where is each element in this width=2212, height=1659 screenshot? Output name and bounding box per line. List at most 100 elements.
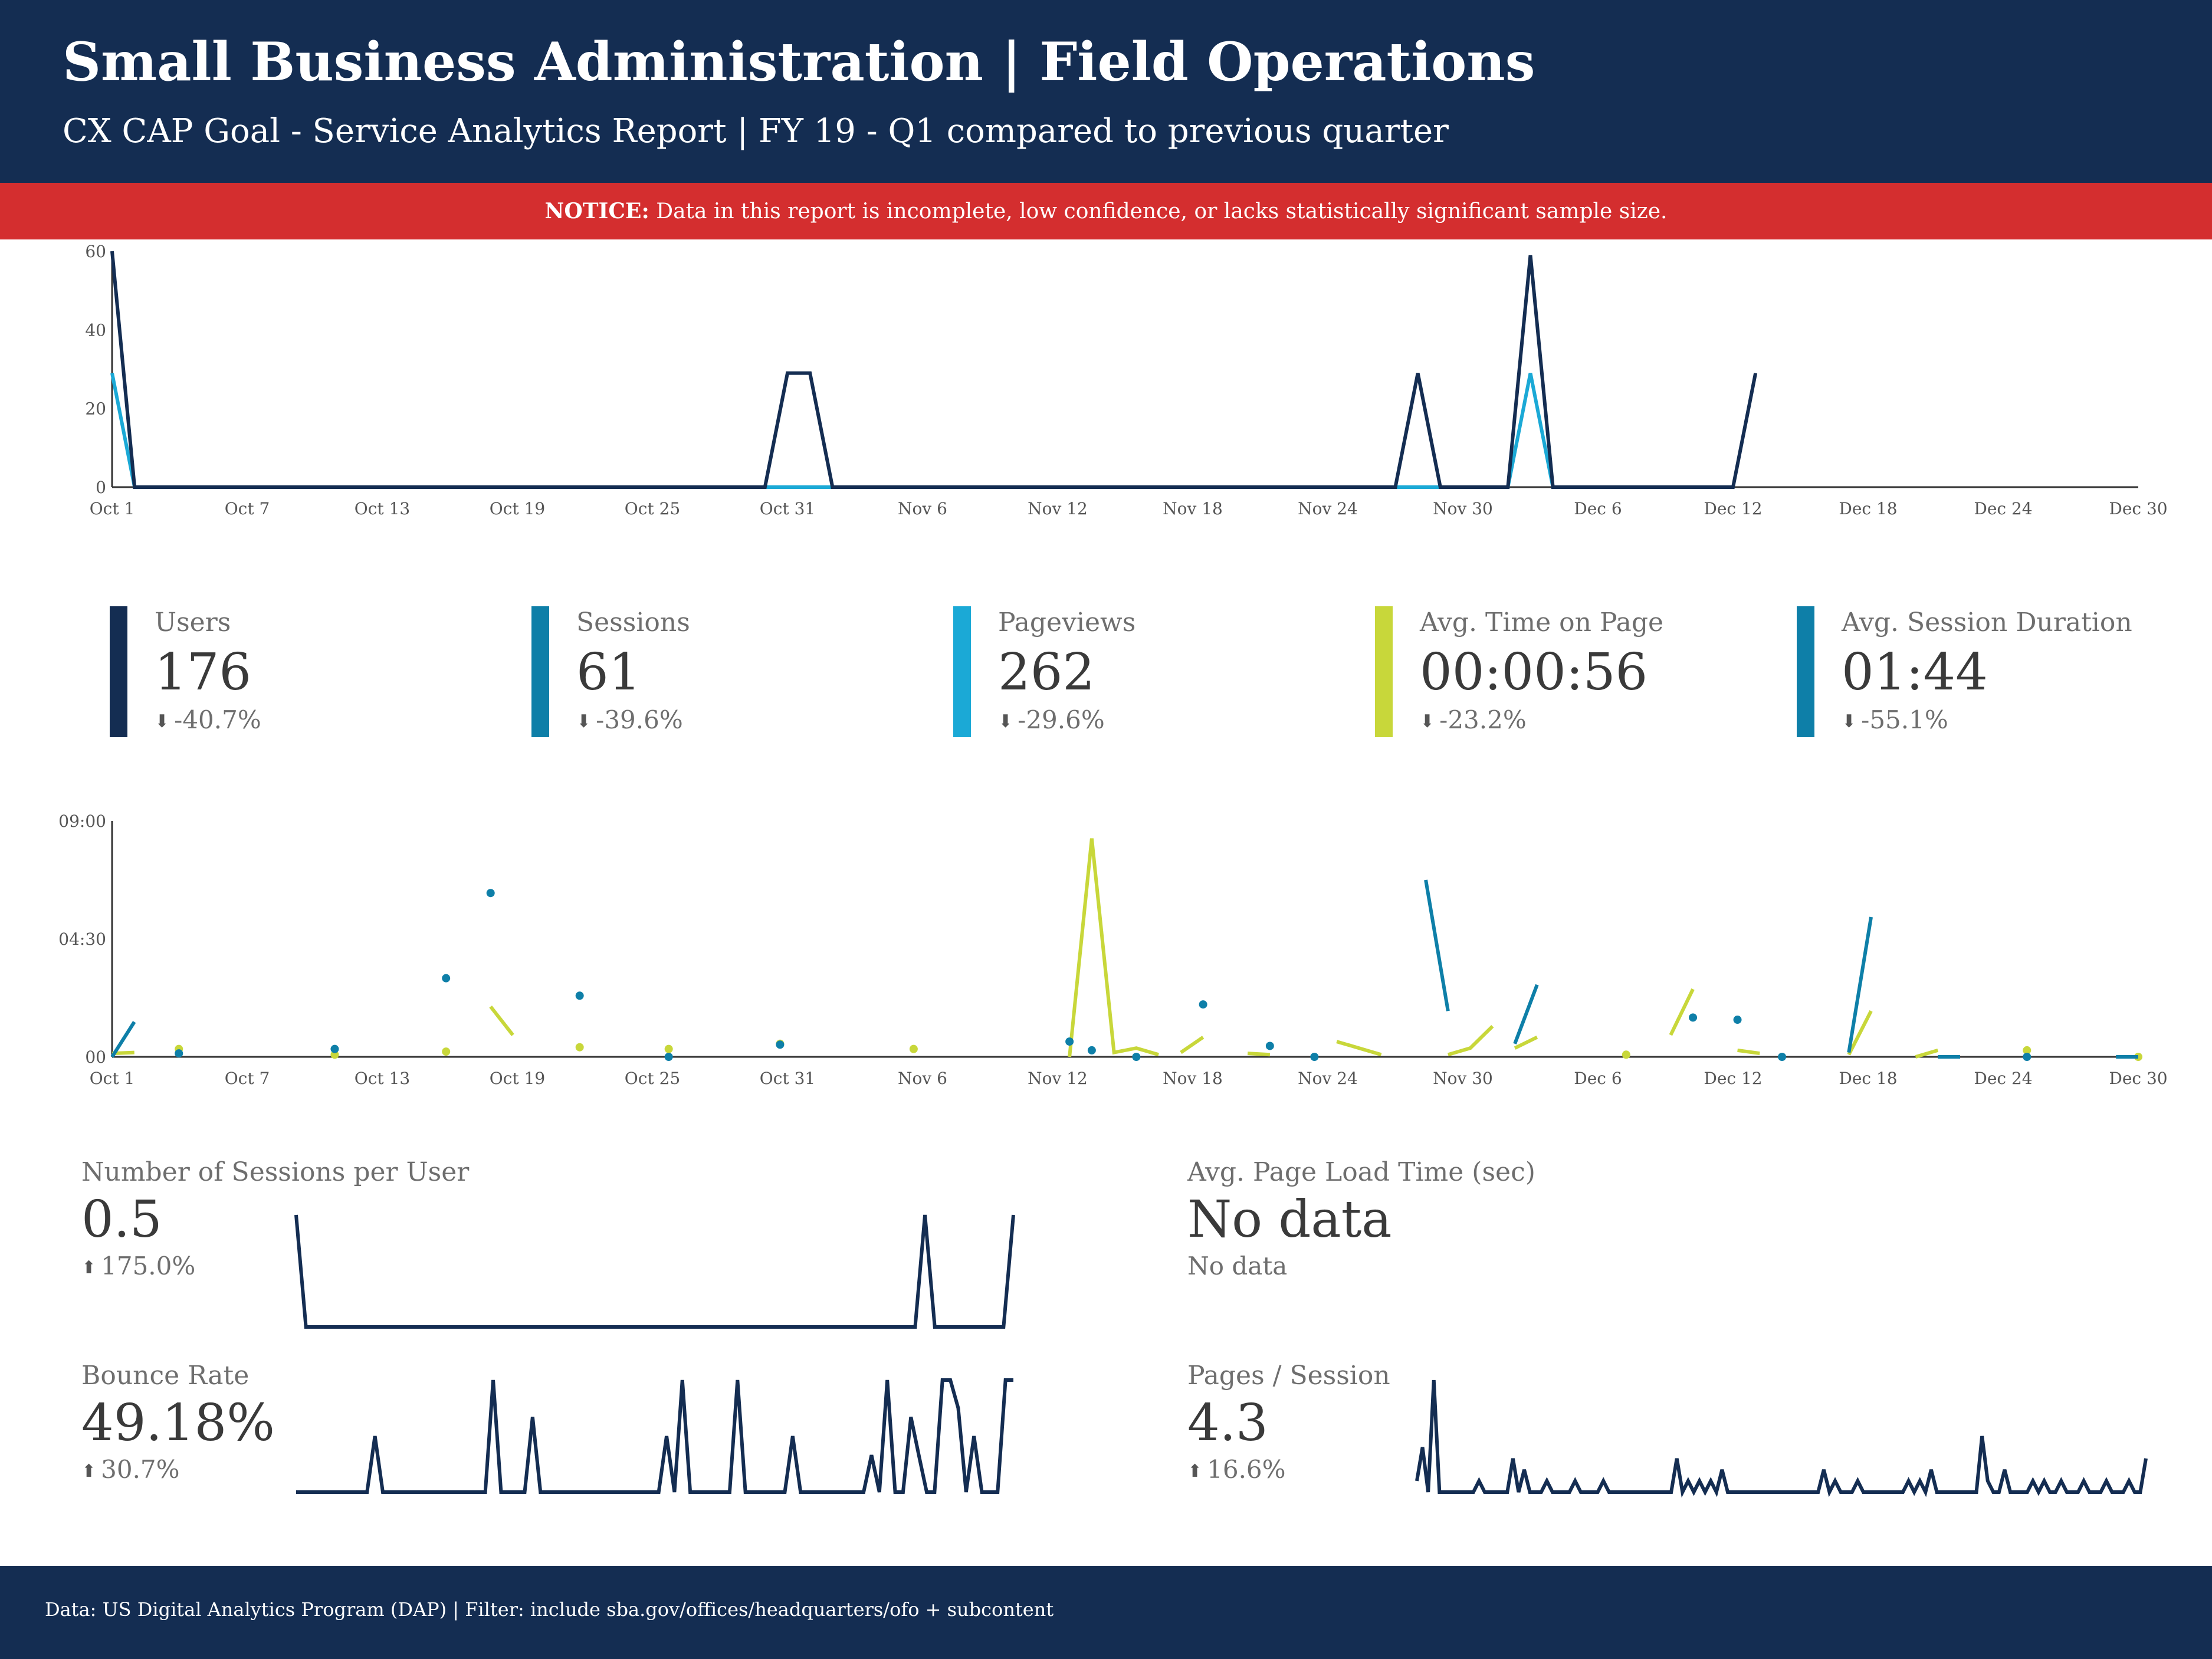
notice-banner: NOTICE: Data in this report is incomplet…	[0, 183, 2212, 239]
kpi-change-value: -55.1%	[1861, 705, 1948, 734]
arrow-down-icon: ⬇	[998, 711, 1013, 732]
x-tick-label: Dec 18	[1839, 499, 1897, 518]
series-segment-avg_session_duration	[1847, 916, 1873, 1053]
kpi-change: ⬇ -55.1%	[1842, 705, 1948, 734]
series-segment-avg_time_on_page	[489, 1005, 514, 1036]
kpi-change-value: -29.6%	[1018, 705, 1105, 734]
x-tick-label: Oct 19	[490, 499, 545, 518]
arrow-down-icon: ⬇	[155, 711, 170, 732]
sparkline-line	[296, 1378, 1013, 1494]
y-tick-label: 09:00	[58, 812, 106, 831]
metric-change-value: 16.6%	[1207, 1455, 1286, 1484]
arrow-up-icon: ⬆	[81, 1257, 97, 1278]
report-header: Small Business Administration | Field Op…	[0, 0, 2212, 183]
kpi-change: ⬇ -39.6%	[576, 705, 683, 734]
x-tick-label: Oct 7	[225, 1069, 270, 1088]
x-tick-label: Dec 30	[2109, 1069, 2167, 1088]
x-tick-label: Nov 24	[1298, 1069, 1358, 1088]
x-tick-label: Oct 13	[355, 499, 410, 518]
series-segment-avg_time_on_page	[1669, 988, 1695, 1036]
data-point-avg_session_duration	[1310, 1053, 1319, 1061]
kpi-color-bar	[953, 606, 971, 737]
x-tick-label: Nov 12	[1028, 1069, 1088, 1088]
metric-change: ⬆ 16.6%	[1187, 1455, 1286, 1484]
report-subtitle: CX CAP Goal - Service Analytics Report |…	[63, 112, 1449, 150]
kpi-value: 00:00:56	[1420, 643, 1648, 702]
data-point-avg_session_duration	[1199, 1000, 1207, 1009]
series-line-users	[110, 251, 1758, 489]
x-tick-label: Nov 18	[1163, 1069, 1223, 1088]
metric-sessions-per-user: Number of Sessions per User 0.5 ⬆ 175.0%	[81, 1157, 469, 1293]
kpi-label: Avg. Session Duration	[1842, 607, 2132, 638]
x-tick-label: Dec 24	[1974, 1069, 2032, 1088]
metric-bounce-rate: Bounce Rate 49.18% ⬆ 30.7%	[81, 1361, 317, 1496]
x-tick-label: Dec 24	[1974, 499, 2032, 518]
kpi-change-value: -40.7%	[174, 705, 261, 734]
x-tick-label: Oct 1	[90, 1069, 135, 1088]
kpi-color-bar	[1375, 606, 1393, 737]
kpi-label: Users	[155, 607, 231, 638]
data-point-avg_session_duration	[575, 991, 584, 1000]
metric-value: 0.5	[81, 1190, 162, 1249]
x-tick-label: Nov 24	[1298, 499, 1358, 518]
series-segment-avg_time_on_page	[1447, 1025, 1494, 1057]
x-tick-label: Oct 13	[355, 1069, 410, 1088]
x-tick-label: Nov 6	[898, 1069, 947, 1088]
x-tick-label: Oct 31	[760, 1069, 815, 1088]
y-tick-label: 00	[85, 1047, 106, 1067]
data-point-avg_session_duration	[330, 1044, 339, 1053]
data-point-avg_time_on_page	[442, 1047, 451, 1056]
data-point-avg_session_duration	[1132, 1053, 1141, 1061]
bounce-rate-sparkline	[296, 1378, 1013, 1494]
y-tick-label: 40	[85, 320, 106, 340]
kpi-color-bar	[1797, 606, 1814, 737]
kpi-label: Pageviews	[998, 607, 1136, 638]
data-point-avg_session_duration	[664, 1053, 673, 1061]
notice-text: Data in this report is incomplete, low c…	[649, 199, 1668, 224]
data-point-avg_session_duration	[1087, 1046, 1096, 1054]
data-point-avg_session_duration	[1689, 1013, 1698, 1022]
data-point-avg_session_duration	[776, 1040, 785, 1049]
series-line-sessions	[110, 373, 1733, 489]
series-segment-avg_time_on_page	[1915, 1049, 1939, 1059]
x-tick-label: Dec 12	[1704, 499, 1762, 518]
metric-change: No data	[1187, 1251, 1288, 1280]
kpi-change-value: -39.6%	[596, 705, 683, 734]
arrow-down-icon: ⬇	[1842, 711, 1857, 732]
data-point-avg_session_duration	[442, 974, 451, 983]
sparkline-line	[1415, 1379, 2148, 1498]
data-point-avg_session_duration	[486, 889, 495, 898]
x-tick-label: Nov 30	[1433, 499, 1493, 518]
arrow-down-icon: ⬇	[576, 711, 592, 732]
data-point-avg_session_duration	[1778, 1053, 1787, 1061]
data-point-avg_time_on_page	[1622, 1050, 1630, 1059]
kpi-change: ⬇ -23.2%	[1420, 705, 1527, 734]
x-tick-label: Nov 30	[1433, 1069, 1493, 1088]
x-tick-label: Oct 7	[225, 499, 270, 518]
kpi-value: 61	[576, 643, 641, 702]
footer-text: Data: US Digital Analytics Program (DAP)…	[45, 1598, 1054, 1621]
metric-change: ⬆ 175.0%	[81, 1251, 195, 1280]
y-tick-label: 0	[96, 478, 106, 497]
report-title: Small Business Administration | Field Op…	[63, 31, 1535, 93]
data-point-avg_session_duration	[1265, 1042, 1274, 1050]
series-segment-avg_session_duration	[1513, 984, 1539, 1044]
kpi-color-bar	[110, 606, 127, 737]
x-tick-label: Nov 18	[1163, 499, 1223, 518]
series-segment-avg_time_on_page	[1180, 1036, 1205, 1054]
metric-value: No data	[1187, 1190, 1392, 1249]
data-point-avg_time_on_page	[330, 1050, 339, 1059]
kpi-change-value: -23.2%	[1439, 705, 1527, 734]
series-segment-avg_time_on_page	[1336, 1040, 1382, 1057]
metric-change-value: 30.7%	[101, 1455, 180, 1484]
data-point-avg_session_duration	[2023, 1053, 2032, 1061]
pages-per-session-sparkline	[1415, 1379, 2148, 1498]
data-point-avg_session_duration	[1065, 1037, 1074, 1046]
x-tick-label: Dec 12	[1704, 1069, 1762, 1088]
kpi-value: 01:44	[1842, 643, 1988, 702]
metric-label: Number of Sessions per User	[81, 1157, 470, 1187]
data-point-avg_session_duration	[175, 1049, 183, 1058]
x-tick-label: Oct 1	[90, 499, 135, 518]
report-footer: Data: US Digital Analytics Program (DAP)…	[0, 1566, 2212, 1659]
series-segment-avg_time_on_page	[1847, 1010, 1873, 1056]
